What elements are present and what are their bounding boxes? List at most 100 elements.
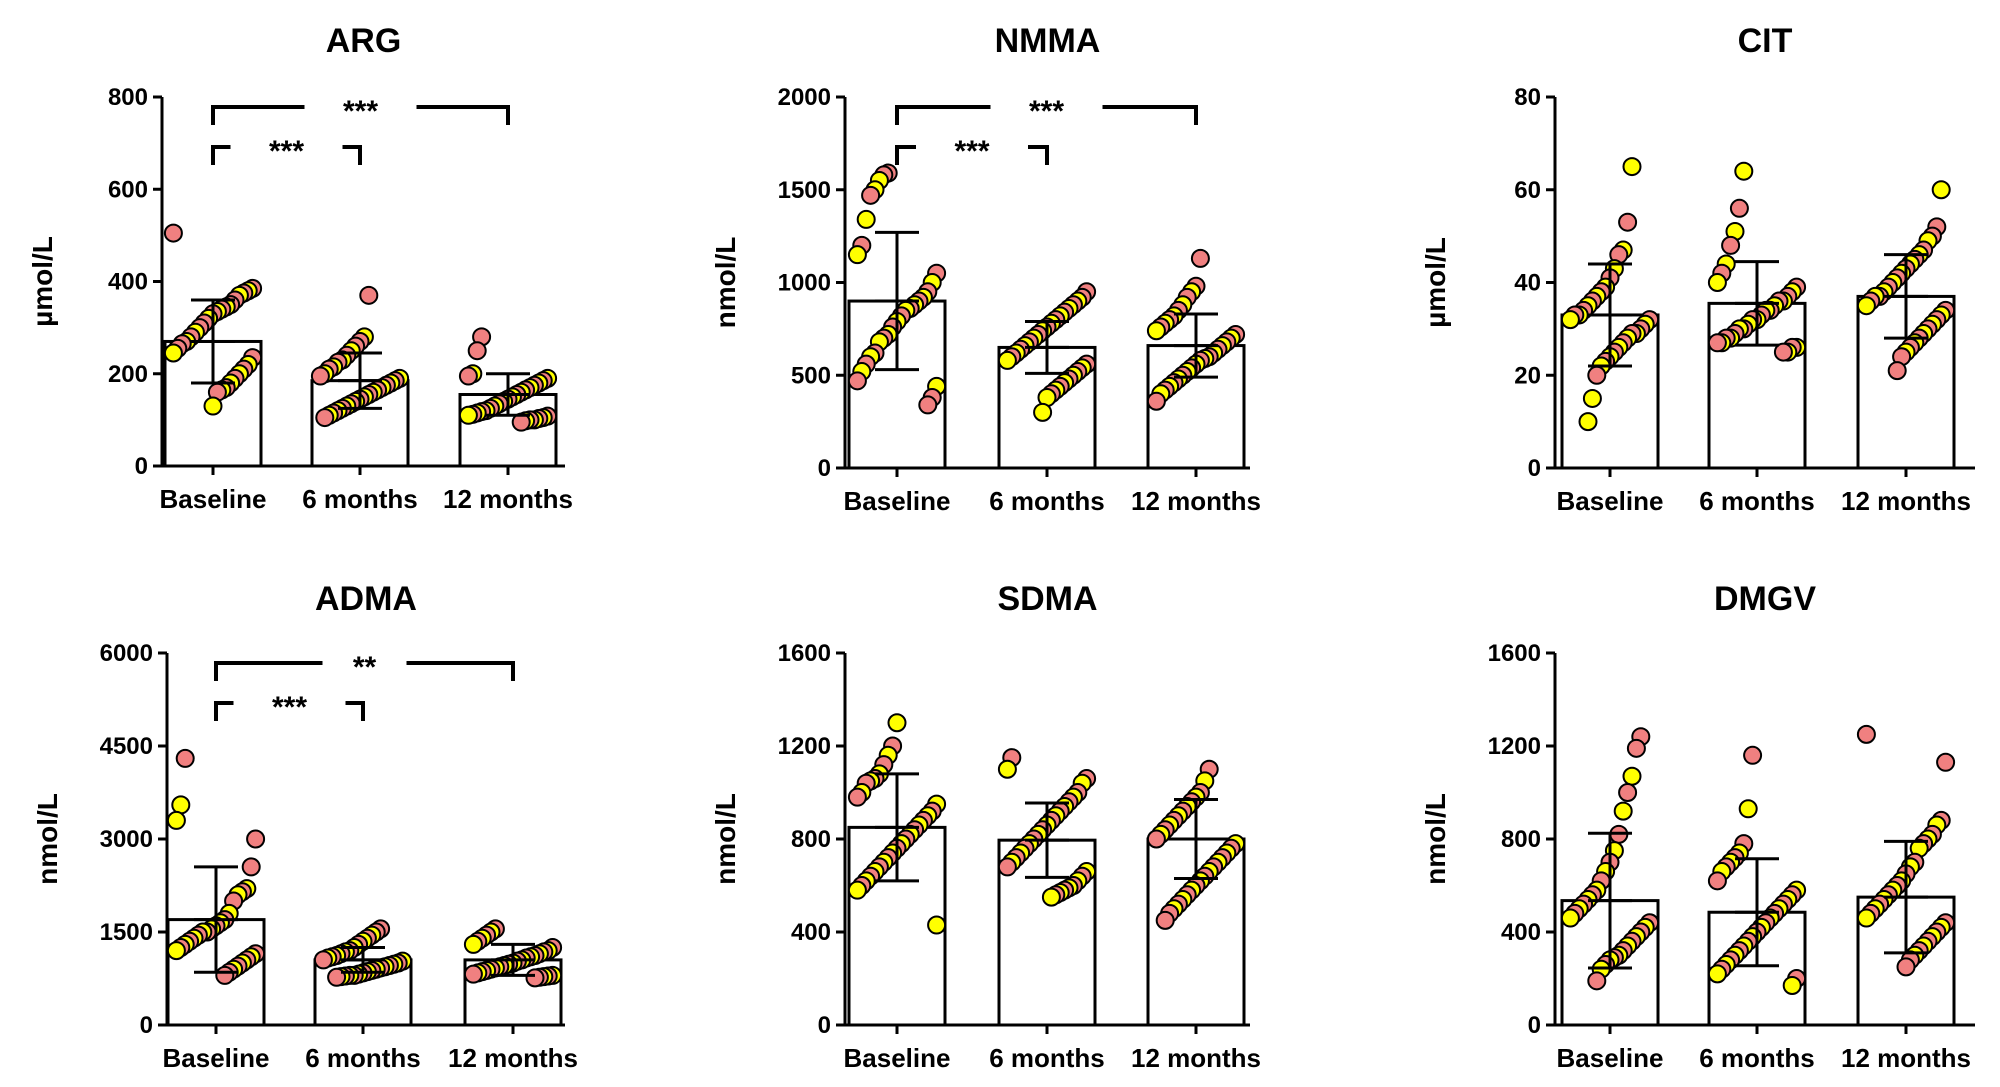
x-tick-label: 6 months [1699,486,1815,516]
data-point [1738,799,1758,819]
data-point [918,395,938,415]
data-point [1587,971,1607,991]
data-point [203,396,223,416]
y-tick-label: 2000 [778,84,831,111]
x-tick-label: 6 months [989,486,1105,516]
data-point [847,880,867,900]
y-tick-label: 1000 [778,270,831,297]
data-point [1782,975,1802,995]
y-tick-label: 1600 [778,640,831,667]
data-point [1155,910,1175,930]
significance-bracket: ** [214,651,515,684]
data-point [463,934,483,954]
data-point [1856,724,1876,744]
y-tick-label: 800 [1501,826,1541,853]
panel-nmma: NMMA nmol/L 0 500 1000 1500 2000 Baseline 6 mont… [710,22,1261,516]
y-tick-label: 60 [1514,177,1541,204]
y-tick-label: 500 [791,362,831,389]
data-point [1626,738,1646,758]
y-tick-label: 40 [1514,270,1541,297]
y-tick-label: 0 [1528,1012,1541,1039]
y-axis-label: nmol/L [1420,793,1451,885]
data-point [1622,157,1642,177]
y-axis-label: nmol/L [710,793,741,885]
data-point [1618,212,1638,232]
chart-title: CIT [1738,22,1793,60]
y-tick-label: 80 [1514,84,1541,111]
x-tick-label: Baseline [1557,486,1664,516]
significance-label: *** [1029,95,1064,128]
significance-bracket: *** [211,135,362,168]
y-axis-label: µmol/L [27,236,58,327]
data-point [313,950,333,970]
data-point [1707,333,1727,353]
data-point [1856,296,1876,316]
data-point [359,285,379,305]
y-tick-label: 0 [818,455,831,482]
data-point [1707,273,1727,292]
data-point [327,967,347,987]
data-point [1146,829,1166,849]
data-point [1613,801,1633,821]
data-point [997,857,1017,877]
significance-label: *** [343,95,378,128]
significance-label: *** [272,691,307,724]
data-point [511,412,531,432]
y-tick-label: 800 [108,84,148,111]
chart-title: DMGV [1714,580,1816,618]
x-tick-label: 6 months [1699,1043,1815,1073]
x-tick-label: Baseline [163,1043,270,1073]
x-tick-label: 12 months [1841,486,1971,516]
data-point [861,185,881,205]
data-point [1707,871,1727,891]
y-tick-label: 1200 [778,733,831,760]
y-tick-label: 400 [1501,919,1541,946]
data-point [1896,957,1916,977]
data-point [467,341,487,361]
y-tick-label: 200 [108,361,148,388]
y-tick-label: 20 [1514,362,1541,389]
data-point [246,829,266,849]
data-point [847,245,867,265]
significance-bracket: *** [895,95,1198,128]
data-point [163,223,183,243]
data-point [856,209,876,229]
y-tick-label: 3000 [100,826,153,853]
data-point [163,343,183,363]
y-tick-label: 400 [108,269,148,296]
data-point [1743,745,1763,765]
chart-title: SDMA [997,580,1097,618]
x-tick-label: 12 months [443,484,573,514]
significance-label: *** [269,135,304,168]
panel-sdma: SDMA nmol/L 0 400 800 1200 1600 Baseline 6 month… [710,580,1261,1073]
data-point [1734,161,1754,181]
y-tick-label: 0 [140,1012,153,1039]
chart-title: ADMA [315,580,417,618]
panel-dmgv: DMGV nmol/L 0 400 800 1200 1600 Baseline 6 month… [1420,580,1975,1073]
data-point [1856,908,1876,928]
y-tick-label: 4500 [100,733,153,760]
x-tick-label: 12 months [1841,1043,1971,1073]
data-point [458,366,478,386]
y-tick-label: 800 [791,826,831,853]
data-point [310,366,330,386]
x-tick-label: 6 months [305,1043,421,1073]
y-axis-label: nmol/L [710,237,741,329]
data-point [166,941,186,961]
x-tick-label: Baseline [844,486,951,516]
data-point [241,857,261,877]
data-point [927,915,947,935]
x-tick-label: Baseline [160,484,267,514]
data-point [1936,752,1956,772]
data-point [171,795,191,815]
data-point [463,964,483,984]
panel-cit: CIT µmol/L 0 20 40 60 80 Baseline 6 months 12 mon… [1420,22,1975,516]
data-point [1560,908,1580,928]
significance-bracket: *** [895,135,1049,168]
data-point [525,968,545,988]
y-tick-label: 0 [135,453,148,480]
panel-adma: ADMA nmol/L 0 1500 3000 4500 6000 Baseline 6 mon… [32,580,578,1073]
x-tick-label: 6 months [989,1043,1105,1073]
x-tick-label: 12 months [448,1043,578,1073]
y-tick-label: 1500 [778,177,831,204]
